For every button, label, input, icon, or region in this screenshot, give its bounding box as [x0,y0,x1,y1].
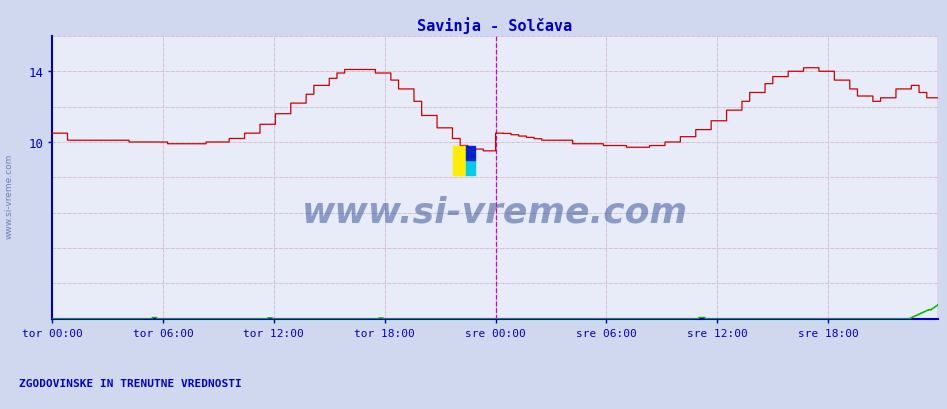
Bar [467,161,475,175]
Text: ZGODOVINSKE IN TRENUTNE VREDNOSTI: ZGODOVINSKE IN TRENUTNE VREDNOSTI [19,378,241,389]
Bar [454,147,467,175]
Bar [467,147,475,161]
Text: www.si-vreme.com: www.si-vreme.com [302,195,688,229]
Title: Savinja - Solčava: Savinja - Solčava [418,18,572,34]
Text: www.si-vreme.com: www.si-vreme.com [5,154,14,239]
